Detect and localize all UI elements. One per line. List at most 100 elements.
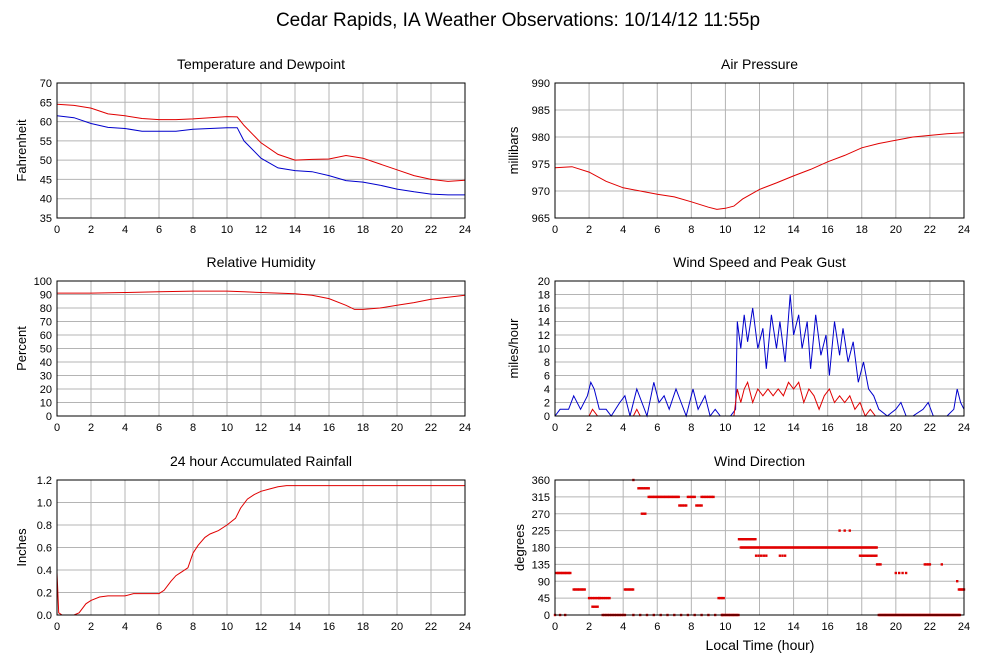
scatter-point bbox=[596, 605, 599, 608]
scatter-point bbox=[690, 495, 693, 499]
scatter-point bbox=[572, 588, 575, 591]
y-tick-label: 50 bbox=[40, 344, 52, 356]
x-tick-label: 20 bbox=[890, 621, 902, 633]
x-tick-label: 20 bbox=[890, 224, 902, 236]
scatter-point bbox=[702, 495, 705, 499]
scatter-point bbox=[741, 538, 745, 541]
scatter-point bbox=[556, 571, 560, 575]
x-tick-label: 16 bbox=[323, 422, 335, 434]
scatter-point bbox=[894, 571, 897, 575]
scatter-point bbox=[593, 596, 596, 600]
y-tick-label: 4 bbox=[544, 384, 550, 396]
y-tick-label: 0.4 bbox=[37, 565, 52, 577]
y-tick-label: 1.0 bbox=[37, 498, 52, 510]
y-tick-label: 0 bbox=[46, 411, 52, 423]
scatter-point bbox=[640, 487, 644, 490]
y-tick-label: 16 bbox=[538, 303, 550, 315]
scatter-point bbox=[659, 495, 663, 499]
scatter-point bbox=[860, 554, 863, 557]
y-tick-label: 70 bbox=[40, 78, 52, 90]
y-tick-label: 225 bbox=[532, 526, 550, 538]
scatter-point bbox=[593, 605, 596, 608]
x-tick-label: 6 bbox=[654, 422, 660, 434]
series-line-0 bbox=[554, 294, 965, 418]
chart-rainfall: 0 2 4 6 8 10 12 14 16 18 20 22 240.00.20.40.60.81.01… bbox=[14, 453, 471, 633]
scatter-point bbox=[681, 504, 684, 507]
scatter-point bbox=[679, 504, 683, 507]
y-tick-label: 45 bbox=[538, 593, 550, 605]
scatter-point bbox=[783, 554, 787, 557]
scatter-point bbox=[598, 596, 601, 600]
chart-title: Temperature and Dewpoint bbox=[177, 56, 345, 72]
x-tick-label: 14 bbox=[289, 224, 301, 236]
scatter-point bbox=[677, 495, 680, 499]
scatter-point bbox=[720, 596, 724, 600]
x-tick-label: 18 bbox=[856, 621, 868, 633]
scatter-point bbox=[655, 495, 659, 499]
scatter-point bbox=[600, 596, 603, 600]
plot-frame bbox=[56, 479, 466, 616]
scatter-point bbox=[587, 596, 591, 600]
x-tick-label: 4 bbox=[620, 224, 626, 236]
scatter-point bbox=[567, 571, 571, 575]
scatter-point bbox=[686, 495, 690, 499]
chart-pressure: 0 2 4 6 8 10 12 14 16 18 20 22 24965970975980985990A… bbox=[506, 56, 970, 236]
x-tick-label: 0 bbox=[552, 621, 558, 633]
scatter-point bbox=[904, 571, 908, 575]
y-tick-label: 40 bbox=[40, 194, 52, 206]
scatter-point bbox=[751, 538, 754, 541]
x-tick-label: 4 bbox=[122, 621, 128, 633]
x-tick-label: 24 bbox=[459, 422, 471, 434]
x-tick-label: 12 bbox=[255, 422, 267, 434]
scatter-point bbox=[750, 538, 753, 541]
x-tick-label: 22 bbox=[425, 621, 437, 633]
x-tick-label: 0 bbox=[54, 422, 60, 434]
chart-title: Relative Humidity bbox=[207, 254, 316, 270]
x-tick-label: 4 bbox=[620, 621, 626, 633]
x-tick-label: 16 bbox=[822, 224, 834, 236]
scatter-point bbox=[575, 588, 578, 591]
x-tick-label: 20 bbox=[391, 422, 403, 434]
chart-temperature: 0 2 4 6 8 10 12 14 16 18 20 22 243540455055606570Tem… bbox=[14, 56, 471, 236]
x-tick-label: 16 bbox=[822, 621, 834, 633]
scatter-point bbox=[743, 538, 746, 541]
scatter-point bbox=[696, 504, 700, 507]
x-tick-label: 10 bbox=[719, 224, 731, 236]
scatter-point bbox=[875, 563, 879, 566]
y-tick-label: 965 bbox=[532, 213, 550, 225]
scatter-point bbox=[596, 596, 599, 600]
plot-frame bbox=[56, 82, 466, 219]
series-line-0 bbox=[56, 485, 465, 616]
y-tick-label: 45 bbox=[40, 174, 52, 186]
scatter-point bbox=[748, 538, 752, 541]
scatter-point bbox=[678, 504, 681, 507]
scatter-point bbox=[604, 596, 607, 600]
scatter-point bbox=[940, 563, 943, 566]
y-tick-label: 0 bbox=[544, 610, 550, 622]
scatter-point bbox=[663, 495, 667, 499]
x-tick-label: 20 bbox=[391, 621, 403, 633]
y-tick-label: 0.2 bbox=[37, 588, 52, 600]
scatter-point bbox=[867, 554, 870, 557]
scatter-point bbox=[719, 596, 722, 600]
y-tick-label: 80 bbox=[40, 303, 52, 315]
y-tick-label: 270 bbox=[532, 509, 550, 521]
series-line-0 bbox=[57, 290, 466, 310]
x-tick-label: 10 bbox=[719, 621, 731, 633]
y-tick-label: 20 bbox=[538, 276, 550, 288]
y-tick-label: 55 bbox=[40, 136, 52, 148]
scatter-point bbox=[647, 495, 650, 499]
y-tick-label: 1.2 bbox=[37, 475, 52, 487]
scatter-point bbox=[760, 554, 763, 557]
y-tick-label: 975 bbox=[532, 159, 550, 171]
x-tick-label: 10 bbox=[221, 422, 233, 434]
scatter-point bbox=[747, 538, 750, 541]
scatter-point bbox=[877, 563, 880, 566]
x-tick-label: 4 bbox=[122, 224, 128, 236]
scatter-point bbox=[875, 546, 878, 549]
scatter-point bbox=[558, 571, 561, 575]
x-tick-label: 6 bbox=[156, 422, 162, 434]
scatter-point bbox=[673, 495, 676, 499]
scatter-point bbox=[740, 538, 743, 541]
